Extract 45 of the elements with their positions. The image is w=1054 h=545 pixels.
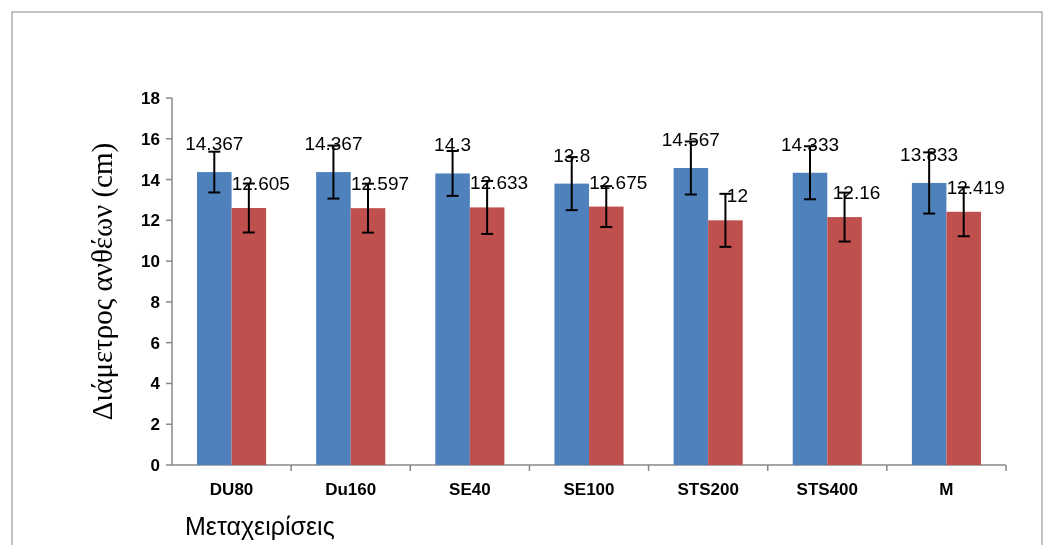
y-tick-label: 8: [150, 292, 160, 312]
data-label: 12.605: [231, 173, 290, 194]
bar: [827, 217, 862, 465]
y-tick-label: 14: [141, 170, 161, 190]
x-tick-label: DU80: [209, 480, 254, 499]
bar: [792, 172, 828, 465]
x-tick-label: STS200: [677, 480, 739, 499]
y-tick-label: 4: [150, 374, 161, 394]
bar: [589, 206, 624, 465]
y-tick-label: 18: [141, 88, 160, 108]
bar: [708, 220, 743, 465]
data-label: 14.3: [434, 134, 472, 156]
data-label: 12.419: [946, 176, 1005, 198]
data-label: 13.8: [553, 144, 591, 166]
data-label: 12.597: [350, 173, 410, 195]
y-axis-title: Διάμετρος ανθέων (cm): [86, 142, 119, 421]
x-tick-label: M: [939, 480, 954, 499]
data-label: 14.367: [185, 133, 244, 155]
y-tick-label: 16: [141, 129, 160, 149]
x-tick-label: SE40: [449, 480, 491, 499]
y-tick-label: 0: [150, 455, 160, 475]
y-tick-label: 10: [141, 252, 160, 272]
bar: [673, 168, 709, 465]
x-tick-label: SE100: [563, 480, 615, 499]
y-tick-label: 12: [141, 211, 160, 231]
data-label: 12.675: [589, 171, 648, 193]
bar: [231, 208, 267, 465]
data-label: 12: [726, 185, 748, 207]
data-label: 12.16: [832, 182, 881, 204]
x-axis-title: Μεταχειρίσεις: [185, 512, 335, 540]
bar: [316, 172, 351, 465]
bar: [946, 211, 981, 465]
y-tick-label: 6: [150, 333, 160, 353]
x-tick-label: STS400: [796, 480, 858, 499]
bar: [197, 172, 232, 465]
x-tick-label: Du160: [325, 480, 377, 499]
bar: [554, 183, 589, 465]
bar: [350, 208, 386, 465]
data-label: 14.333: [780, 133, 840, 155]
data-label: 14.367: [304, 133, 363, 155]
bar: [469, 207, 505, 465]
bar: [435, 173, 470, 465]
y-tick-label: 2: [150, 415, 160, 435]
bar: [911, 182, 947, 465]
data-label: 14.567: [661, 129, 720, 150]
